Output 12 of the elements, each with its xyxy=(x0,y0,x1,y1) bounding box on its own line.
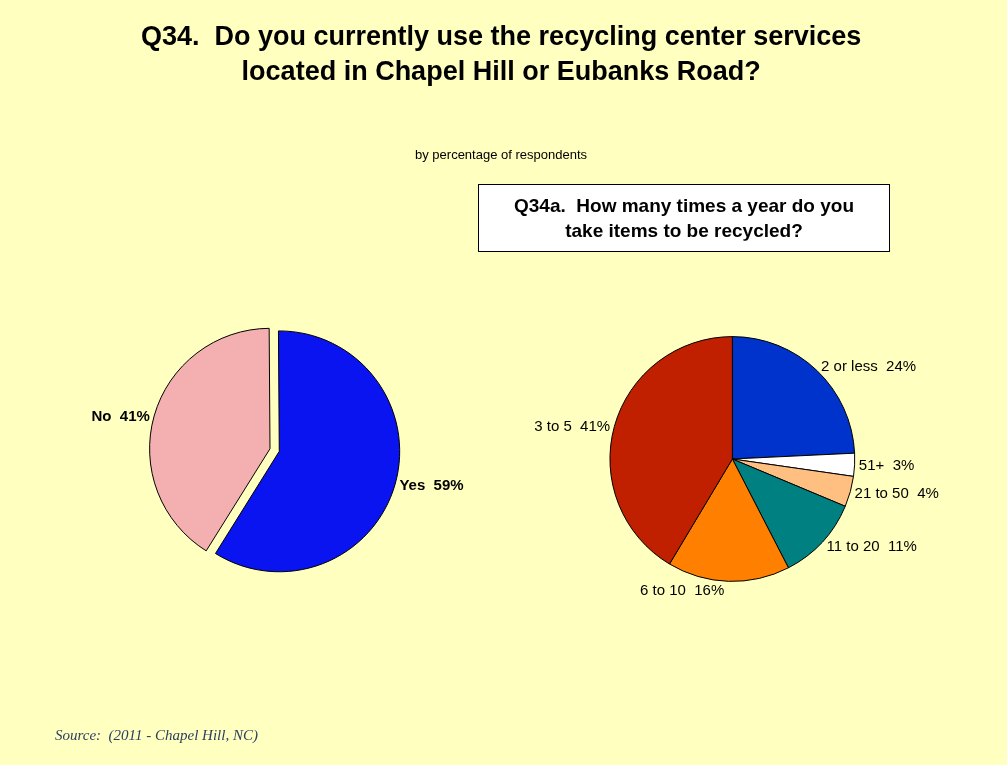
chart-title: Q34. Do you currently use the recycling center services located in Chapel Hill or Eubanks Road? xyxy=(141,21,862,87)
chart-title: Q34a. How many times a year do you take items to be recycled? xyxy=(513,195,855,241)
slice-label: 21 to 50 4% xyxy=(854,483,939,501)
slice-label: 51+ 3% xyxy=(858,456,915,474)
source-note: Source: (2011 - Chapel Hill, NC) xyxy=(55,727,258,744)
slice-label: No 41% xyxy=(91,406,150,424)
slice-label: 2 or less 24% xyxy=(821,357,917,375)
slice-label: 11 to 20 11% xyxy=(826,537,917,555)
slice-label: Yes 59% xyxy=(399,476,464,494)
text: by percentage of respondents xyxy=(415,147,588,162)
slice-label: 3 to 5 41% xyxy=(534,417,611,435)
slice-label: 6 to 10 16% xyxy=(639,581,725,599)
